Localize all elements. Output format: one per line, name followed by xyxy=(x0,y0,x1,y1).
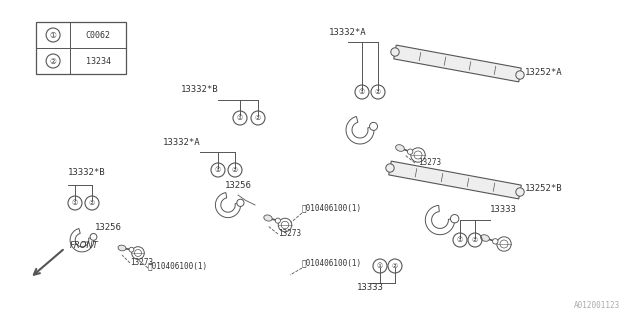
Polygon shape xyxy=(70,228,94,252)
Text: 13256: 13256 xyxy=(95,223,122,232)
Text: Ⓑ010406100(1): Ⓑ010406100(1) xyxy=(302,258,362,267)
Circle shape xyxy=(408,149,413,154)
Text: Ⓑ010406100(1): Ⓑ010406100(1) xyxy=(302,203,362,212)
Circle shape xyxy=(391,48,399,56)
Circle shape xyxy=(132,247,144,259)
Text: ①: ① xyxy=(72,200,78,206)
Text: C0062: C0062 xyxy=(86,30,111,39)
Bar xyxy=(36,22,126,74)
Text: A012001123: A012001123 xyxy=(573,301,620,310)
Text: ②: ② xyxy=(50,57,56,66)
Text: Ⓑ010406100(1): Ⓑ010406100(1) xyxy=(148,261,208,270)
Text: 13252*A: 13252*A xyxy=(525,68,563,76)
Circle shape xyxy=(497,237,511,251)
Circle shape xyxy=(369,122,378,130)
Polygon shape xyxy=(346,116,374,144)
Polygon shape xyxy=(388,161,521,199)
Polygon shape xyxy=(426,205,454,235)
Circle shape xyxy=(411,148,425,162)
Text: 13256: 13256 xyxy=(225,181,252,190)
Ellipse shape xyxy=(264,215,272,221)
Text: ①: ① xyxy=(359,89,365,95)
Text: ②: ② xyxy=(472,237,478,243)
Polygon shape xyxy=(216,193,241,218)
Text: 13273: 13273 xyxy=(418,158,441,167)
Text: 13234: 13234 xyxy=(86,57,111,66)
Text: 13332*A: 13332*A xyxy=(163,138,200,147)
Text: 13332*B: 13332*B xyxy=(180,85,218,94)
Circle shape xyxy=(90,234,97,240)
Text: 13252*B: 13252*B xyxy=(525,183,563,193)
Ellipse shape xyxy=(481,235,490,241)
Text: FRONT: FRONT xyxy=(70,241,99,250)
Text: 13333: 13333 xyxy=(356,283,383,292)
Circle shape xyxy=(386,164,394,172)
Circle shape xyxy=(237,199,244,206)
Text: ①: ① xyxy=(215,167,221,173)
Text: ②: ② xyxy=(255,115,261,121)
Text: 13333: 13333 xyxy=(490,205,517,214)
Circle shape xyxy=(516,188,524,196)
Text: ②: ② xyxy=(392,263,398,269)
Circle shape xyxy=(516,71,524,79)
Text: ②: ② xyxy=(375,89,381,95)
Text: ②: ② xyxy=(89,200,95,206)
Text: ①: ① xyxy=(237,115,243,121)
Circle shape xyxy=(278,218,292,232)
Text: ①: ① xyxy=(50,30,56,39)
Ellipse shape xyxy=(118,245,126,251)
Circle shape xyxy=(451,214,459,223)
Text: ①: ① xyxy=(457,237,463,243)
Text: 13273: 13273 xyxy=(278,229,301,238)
Circle shape xyxy=(493,239,498,244)
Polygon shape xyxy=(394,45,521,82)
Text: ①: ① xyxy=(377,263,383,269)
Text: 13273: 13273 xyxy=(130,258,153,267)
Ellipse shape xyxy=(396,145,404,151)
Text: ②: ② xyxy=(232,167,238,173)
Circle shape xyxy=(275,218,280,223)
Text: 13332*A: 13332*A xyxy=(329,28,367,37)
Circle shape xyxy=(129,247,134,252)
Text: 13332*B: 13332*B xyxy=(68,168,106,177)
